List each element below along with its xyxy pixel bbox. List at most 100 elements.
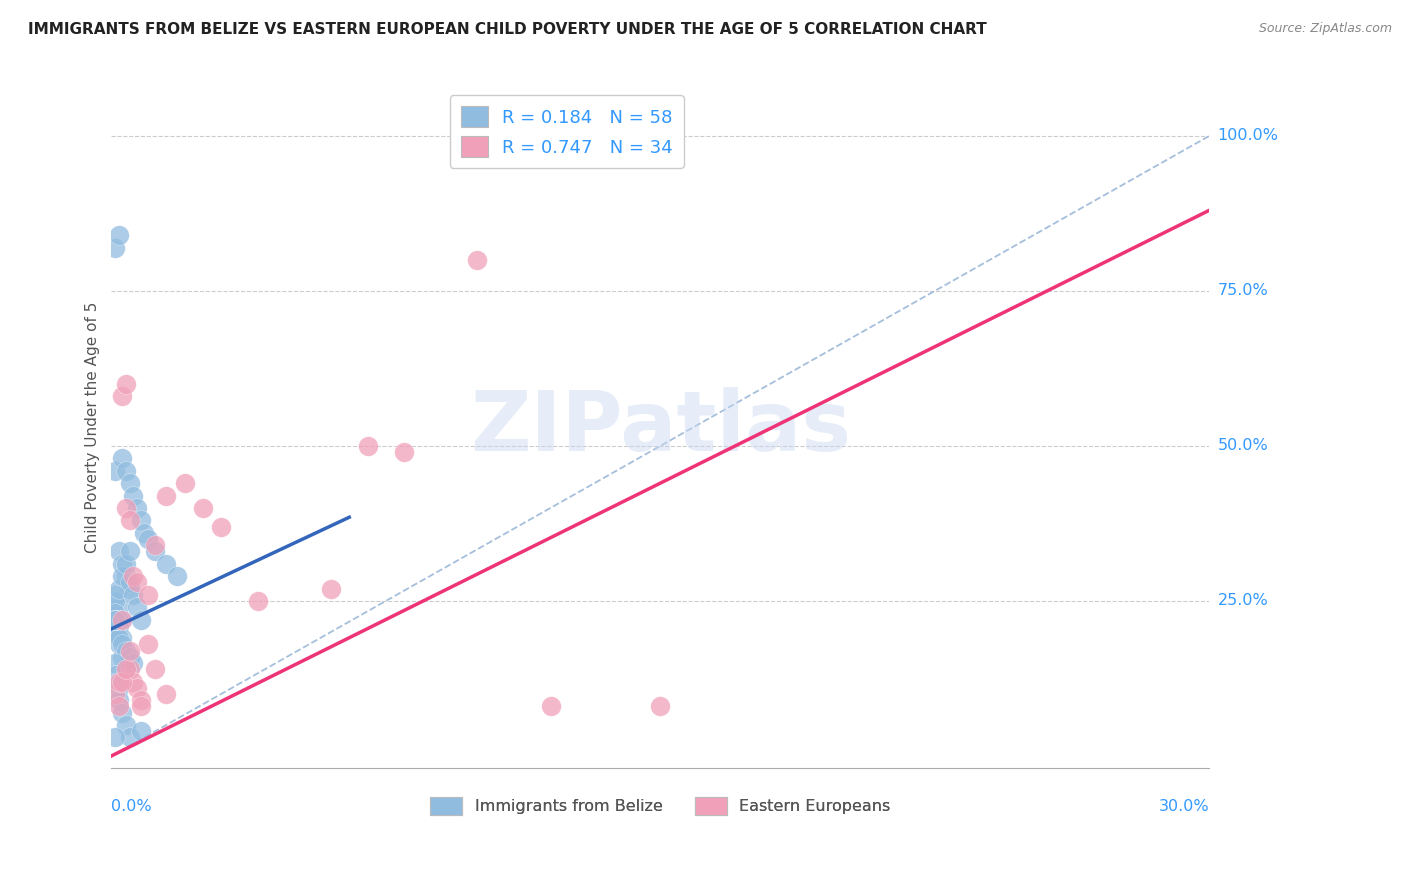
Point	[111, 389, 134, 403]
Point	[107, 544, 129, 558]
Point	[111, 613, 134, 627]
Point	[115, 643, 138, 657]
Point	[143, 662, 166, 676]
Point	[104, 613, 127, 627]
Point	[122, 588, 145, 602]
Point	[650, 699, 672, 714]
Point	[111, 631, 134, 645]
Point	[246, 594, 269, 608]
Point	[111, 649, 134, 664]
Point	[107, 619, 129, 633]
Point	[107, 600, 129, 615]
Point	[136, 637, 159, 651]
Point	[111, 557, 134, 571]
Point	[134, 525, 156, 540]
Text: 30.0%: 30.0%	[1159, 799, 1209, 814]
Point	[118, 582, 141, 596]
Point	[540, 699, 562, 714]
Point	[118, 476, 141, 491]
Text: 25.0%: 25.0%	[1218, 593, 1268, 608]
Point	[111, 637, 134, 651]
Point	[111, 613, 134, 627]
Point	[122, 569, 145, 583]
Point	[115, 464, 138, 478]
Point	[129, 613, 152, 627]
Legend: Immigrants from Belize, Eastern Europeans: Immigrants from Belize, Eastern European…	[423, 790, 897, 822]
Point	[107, 637, 129, 651]
Point	[107, 631, 129, 645]
Point	[143, 544, 166, 558]
Text: 100.0%: 100.0%	[1218, 128, 1278, 144]
Point	[155, 687, 177, 701]
Text: 50.0%: 50.0%	[1218, 439, 1268, 453]
Point	[111, 674, 134, 689]
Point	[107, 699, 129, 714]
Point	[115, 662, 138, 676]
Point	[118, 513, 141, 527]
Text: ZIPatlas: ZIPatlas	[470, 387, 851, 467]
Point	[166, 569, 188, 583]
Point	[111, 569, 134, 583]
Point	[173, 476, 195, 491]
Point	[107, 228, 129, 243]
Point	[107, 674, 129, 689]
Point	[125, 575, 148, 590]
Point	[136, 588, 159, 602]
Point	[118, 544, 141, 558]
Point	[107, 613, 129, 627]
Point	[125, 600, 148, 615]
Point	[465, 252, 488, 267]
Point	[118, 662, 141, 676]
Point	[392, 445, 415, 459]
Point	[136, 532, 159, 546]
Point	[129, 724, 152, 739]
Point	[125, 500, 148, 515]
Point	[104, 613, 127, 627]
Point	[104, 613, 127, 627]
Text: Source: ZipAtlas.com: Source: ZipAtlas.com	[1258, 22, 1392, 36]
Point	[122, 656, 145, 670]
Point	[118, 643, 141, 657]
Point	[104, 624, 127, 639]
Point	[104, 613, 127, 627]
Point	[111, 451, 134, 466]
Point	[129, 693, 152, 707]
Point	[129, 699, 152, 714]
Point	[191, 500, 214, 515]
Point	[129, 513, 152, 527]
Point	[107, 681, 129, 695]
Point	[115, 662, 138, 676]
Point	[107, 693, 129, 707]
Point	[356, 439, 378, 453]
Point	[209, 519, 232, 533]
Point	[143, 538, 166, 552]
Point	[104, 588, 127, 602]
Point	[104, 464, 127, 478]
Point	[122, 489, 145, 503]
Point	[104, 731, 127, 745]
Point	[118, 575, 141, 590]
Point	[319, 582, 342, 596]
Point	[104, 624, 127, 639]
Point	[122, 674, 145, 689]
Point	[155, 557, 177, 571]
Point	[104, 594, 127, 608]
Point	[155, 489, 177, 503]
Point	[104, 687, 127, 701]
Point	[107, 582, 129, 596]
Point	[104, 668, 127, 682]
Point	[104, 656, 127, 670]
Point	[115, 557, 138, 571]
Text: 75.0%: 75.0%	[1218, 284, 1268, 299]
Point	[125, 681, 148, 695]
Point	[115, 376, 138, 391]
Point	[115, 500, 138, 515]
Point	[111, 706, 134, 720]
Y-axis label: Child Poverty Under the Age of 5: Child Poverty Under the Age of 5	[86, 301, 100, 553]
Text: 0.0%: 0.0%	[111, 799, 152, 814]
Point	[104, 241, 127, 255]
Point	[115, 569, 138, 583]
Point	[115, 718, 138, 732]
Point	[104, 607, 127, 621]
Point	[104, 619, 127, 633]
